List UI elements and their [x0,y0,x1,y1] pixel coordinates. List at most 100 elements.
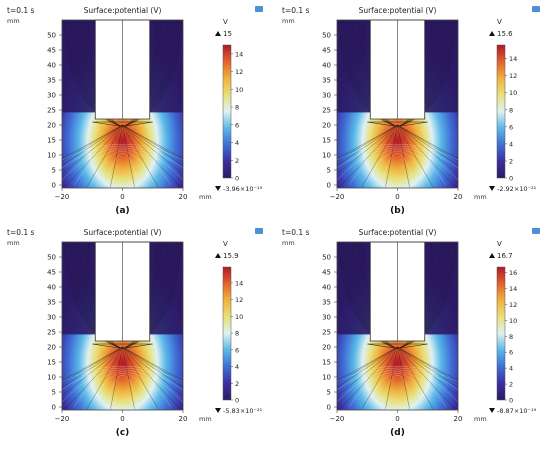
max-marker-icon [215,31,221,36]
equipotential-line [381,375,414,408]
streamline [337,124,398,166]
colorbar-tick-label: 14 [509,55,517,63]
y-tick-label: 0 [52,182,56,190]
streamline [122,124,135,188]
x-unit-label: mm [199,415,212,423]
colorbar-tick-label: 4 [235,363,239,371]
streamline [122,346,159,410]
colorbar-unit: V [497,18,502,26]
min-marker-icon [215,408,221,413]
colorbar-tick-label: 4 [509,140,513,148]
y-tick-label: 10 [322,152,331,160]
y-tick-label: 15 [47,137,56,145]
min-marker-icon [215,186,221,191]
colorbar-max-label: 15.9 [223,252,239,260]
y-tick-label: 5 [327,389,331,397]
streamline [122,124,183,166]
y-tick-label: 40 [47,62,56,70]
equipotential-line [62,369,183,403]
colorbar-tick-label: 4 [509,365,513,373]
equipotential-line [62,145,183,169]
streamline [337,346,398,397]
y-tick-label: 30 [322,314,331,322]
streamline [122,124,181,188]
streamline [397,124,458,166]
streamline [62,346,123,381]
y-tick-label: 25 [322,329,331,337]
colorbar-unit: V [223,240,228,248]
streamline [122,124,183,162]
colorbar-tick-label: 8 [509,106,513,114]
equipotential-line [337,367,458,391]
streamline [86,124,123,188]
streamline [62,124,123,166]
equipotential-line [337,366,458,383]
streamline [397,346,410,410]
y-tick-label: 45 [322,47,331,55]
streamline [397,124,410,188]
streamline [122,346,183,397]
time-label: t=0.1 s [282,228,310,237]
y-tick-label: 40 [322,62,331,70]
y-tick-label: 15 [322,137,331,145]
y-tick-label: 30 [322,92,331,100]
equipotential-line [62,144,183,161]
y-tick-label: 10 [47,374,56,382]
streamline [385,124,398,188]
streamline [62,346,123,388]
max-marker-icon [215,253,221,258]
equipotential-line [62,367,183,391]
streamline [62,124,123,159]
colorbar-tick-label: 4 [235,139,239,147]
streamline [337,346,398,388]
streamline [337,124,398,175]
colorbar-max-label: 16.7 [497,252,513,260]
electrode-tip [367,343,428,349]
streamline [397,346,458,384]
x-tick-label: 0 [395,415,399,423]
colorbar-tick-label: 6 [509,123,513,131]
y-tick-label: 20 [47,344,56,352]
y-tick-label: 50 [322,254,331,262]
colorbar-tick-label: 14 [509,285,517,293]
x-tick-label: 20 [454,415,463,423]
streamline [361,124,398,188]
streamline [397,346,434,410]
max-marker-icon [489,253,495,258]
colorbar [222,266,232,401]
streamline [122,346,183,388]
colorbar-tick-label: 8 [509,333,513,341]
y-tick-label: 5 [52,167,56,175]
x-tick-label: 20 [179,193,188,201]
y-tick-label: 10 [322,374,331,382]
min-marker-icon [489,408,495,413]
colorbar-unit: V [223,18,228,26]
y-tick-label: 35 [322,77,331,85]
panel-label: (d) [390,428,405,438]
streamline [122,346,183,384]
equipotential-line [337,145,458,169]
equipotential-line [381,153,414,186]
colorbar-tick-label: 16 [509,269,517,277]
y-tick-label: 15 [47,359,56,367]
x-tick-label: 0 [395,193,399,201]
y-unit-label: mm [282,17,295,25]
streamline [397,346,456,410]
x-tick-label: 20 [454,193,463,201]
electrode-tip [92,121,153,127]
colorbar [496,266,506,401]
equipotential-line [337,147,458,181]
y-tick-label: 50 [47,254,56,262]
panel-label: (b) [390,206,405,216]
streamline [385,346,398,410]
y-tick-label: 20 [322,122,331,130]
window-icon [532,228,540,234]
max-marker-icon [489,31,495,36]
colorbar-tick-label: 12 [509,301,517,309]
colorbar-tick-label: 10 [235,86,243,94]
y-tick-label: 30 [47,92,56,100]
window-icon [532,6,540,12]
y-tick-label: 45 [322,269,331,277]
y-tick-label: 0 [52,404,56,412]
x-unit-label: mm [199,193,212,201]
